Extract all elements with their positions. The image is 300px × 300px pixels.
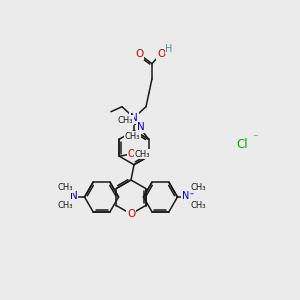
Text: N: N <box>137 122 145 132</box>
Text: O: O <box>127 209 135 219</box>
Text: Cl: Cl <box>236 139 248 152</box>
Text: CH₃: CH₃ <box>134 150 150 159</box>
Text: O: O <box>157 49 165 59</box>
Text: CH₃: CH₃ <box>191 184 206 193</box>
Text: CH₃: CH₃ <box>125 132 140 141</box>
Text: N⁺: N⁺ <box>182 191 195 201</box>
Text: O: O <box>135 49 143 59</box>
Text: O: O <box>128 149 135 159</box>
Text: N: N <box>130 113 138 123</box>
Text: CH₃: CH₃ <box>118 116 134 125</box>
Text: H: H <box>165 44 173 54</box>
Text: N: N <box>70 191 77 201</box>
Text: ⁻: ⁻ <box>252 133 258 143</box>
Text: CH₃: CH₃ <box>58 184 73 193</box>
Text: CH₃: CH₃ <box>191 200 206 209</box>
Text: CH₃: CH₃ <box>58 200 73 209</box>
